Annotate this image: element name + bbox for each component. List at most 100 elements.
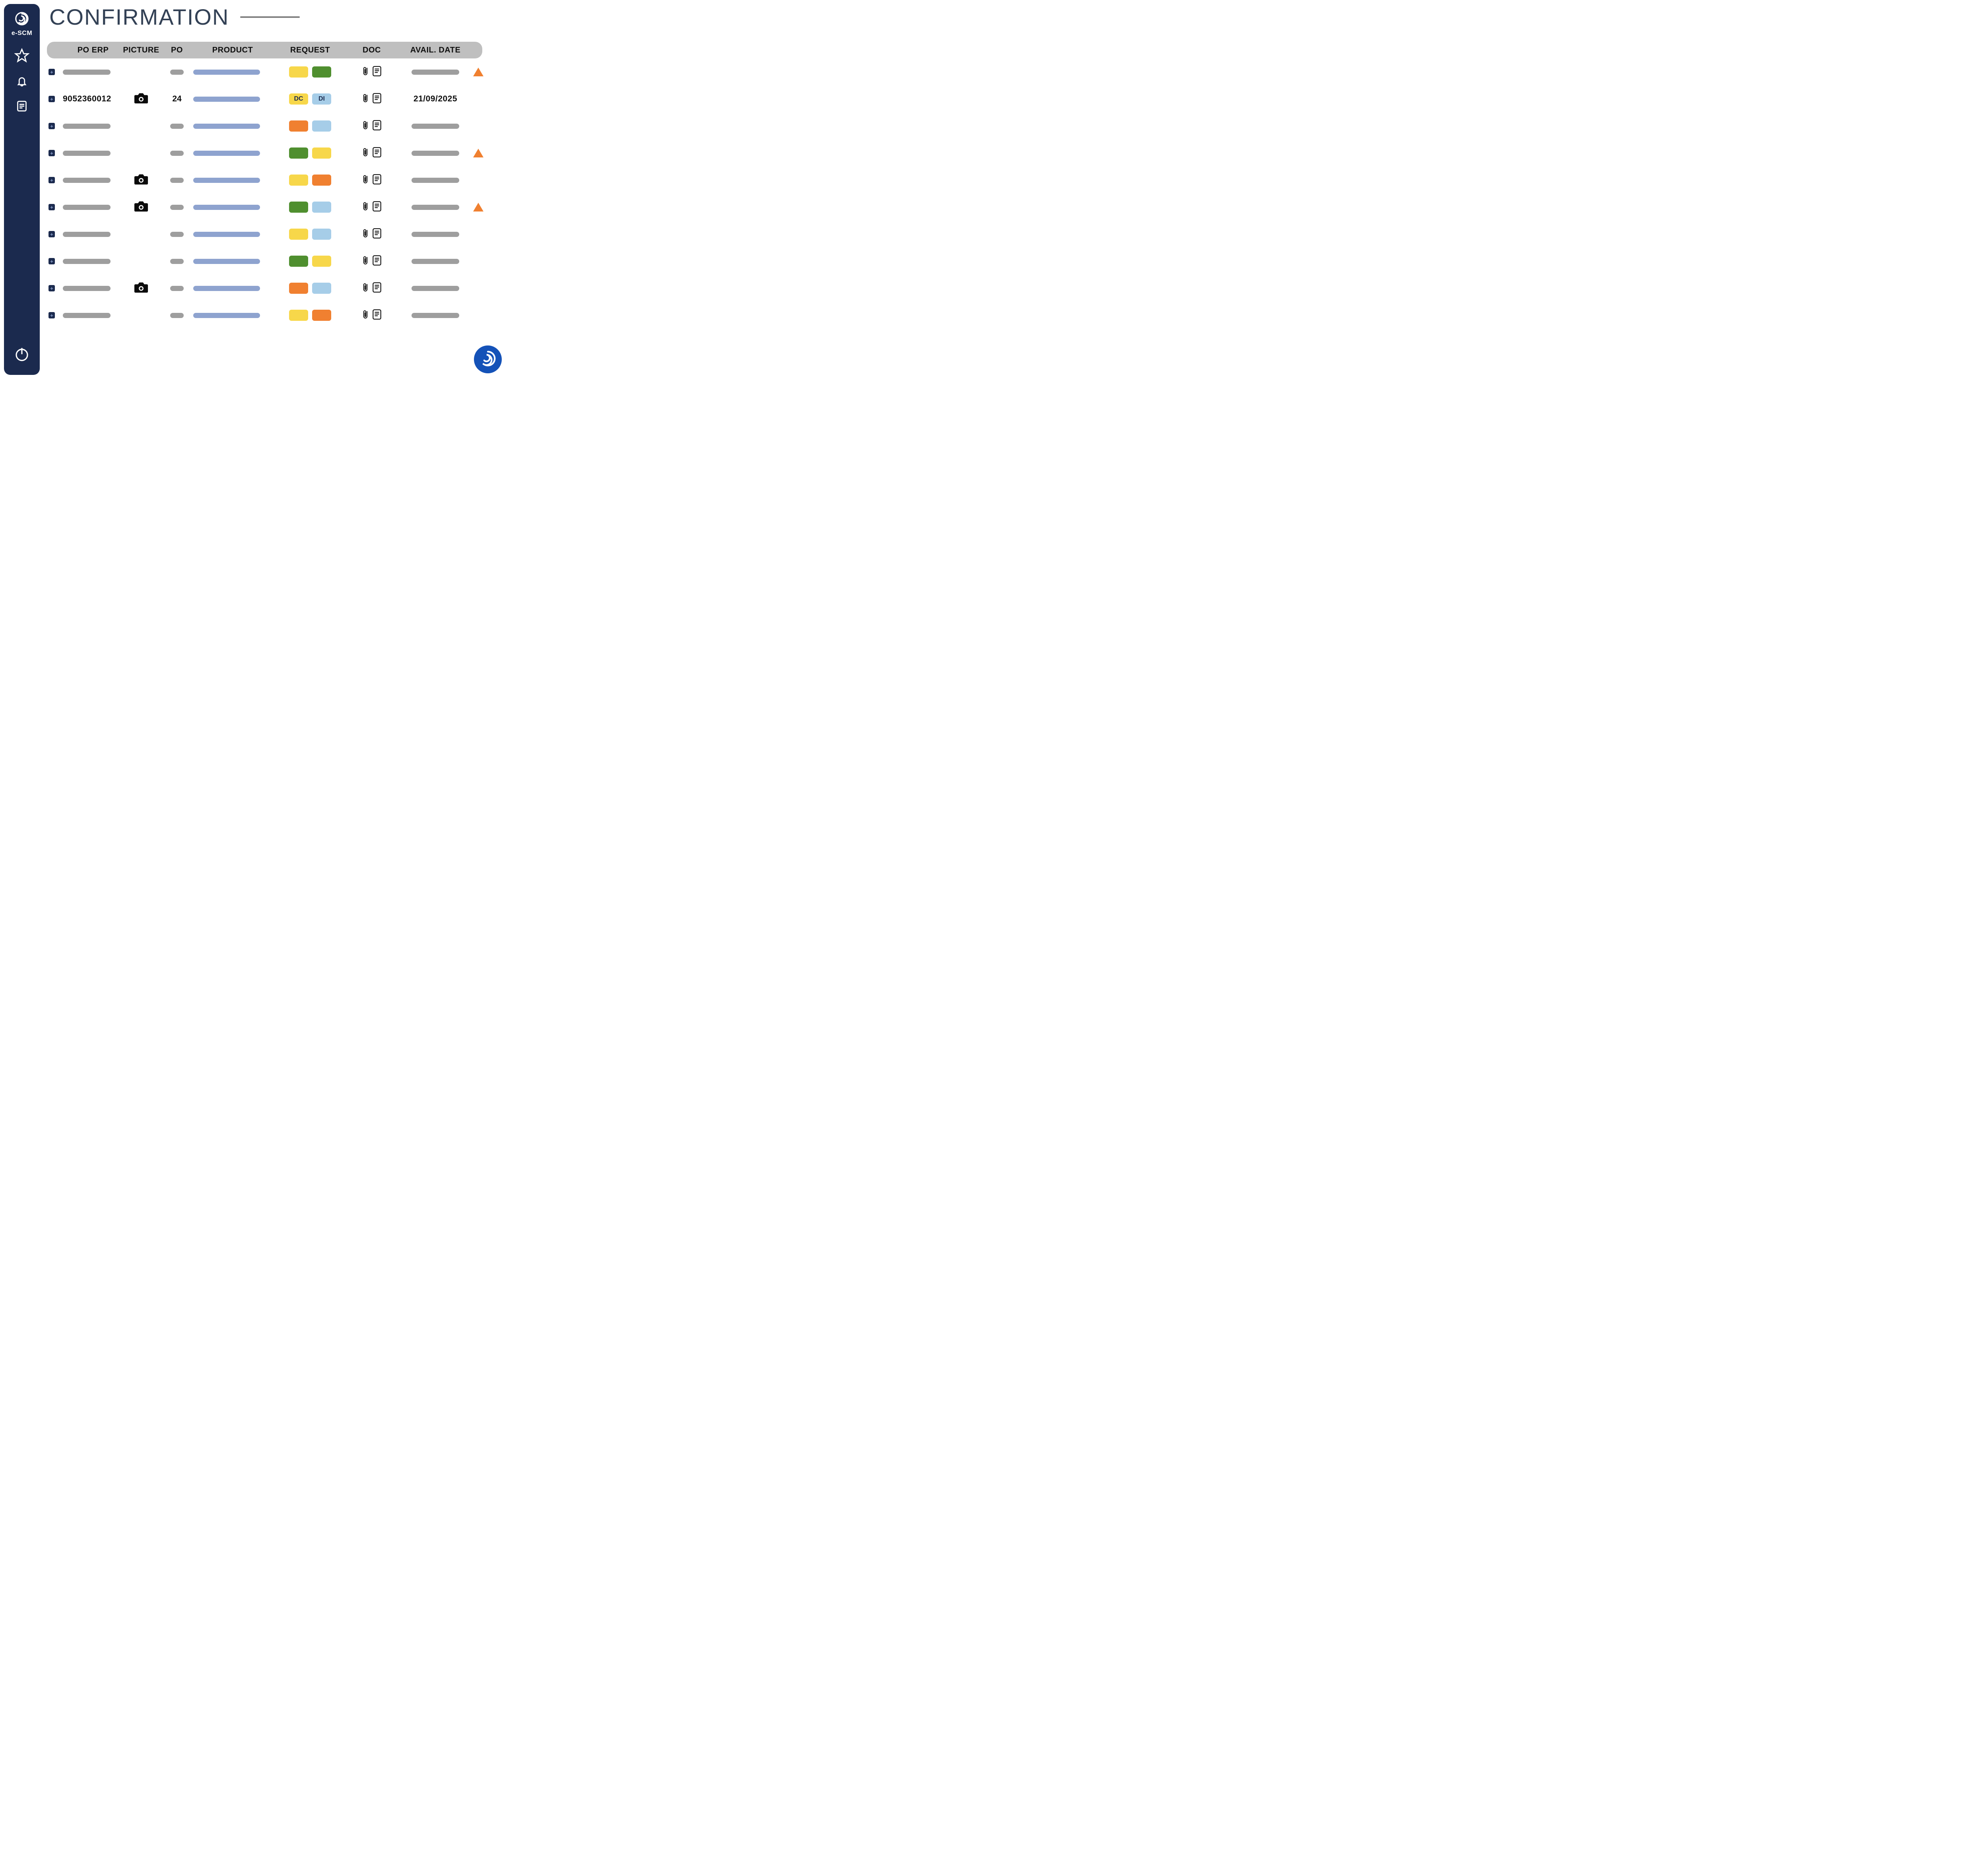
request-pill[interactable] [289,66,308,78]
brand-logo[interactable]: e-SCM [12,11,32,37]
product-placeholder [193,313,260,318]
product-placeholder [193,124,260,129]
request-pill[interactable] [289,147,308,159]
note-icon [372,282,382,295]
request-pill[interactable] [312,229,331,240]
po-value: 24 [172,94,181,104]
doc-cell[interactable] [346,66,398,79]
doc-cell[interactable] [346,282,398,295]
request-pill[interactable] [289,310,308,321]
request-pill[interactable]: DI [312,93,331,105]
camera-icon[interactable] [133,281,149,296]
paperclip-icon [361,255,369,268]
paperclip-icon [361,282,369,295]
note-icon [372,309,382,322]
camera-icon[interactable] [133,91,149,107]
camera-icon[interactable] [133,200,149,215]
bell-icon [15,74,29,90]
po-placeholder [170,205,184,210]
request-pill[interactable] [289,120,308,132]
expand-button[interactable] [49,69,55,75]
doc-cell[interactable] [346,147,398,160]
avail-date-placeholder [412,70,459,75]
note-icon [372,201,382,214]
paperclip-icon [361,93,369,106]
col-po: PO [163,46,191,55]
table-row [47,113,482,140]
po-placeholder [170,124,184,129]
confirmation-table: PO ERP PICTURE PO PRODUCT REQUEST DOC AV… [47,42,482,329]
expand-button[interactable] [49,258,55,264]
col-avail-date: AVAIL. DATE [398,46,473,55]
note-icon [372,93,382,106]
col-product: PRODUCT [191,46,274,55]
po-erp-placeholder [63,178,111,183]
request-pill[interactable]: DC [289,93,308,105]
table-row [47,167,482,194]
sidebar-nav [14,48,29,115]
product-placeholder [193,259,260,264]
star-icon [14,48,29,65]
camera-icon[interactable] [133,173,149,188]
alert-icon [473,149,483,157]
request-pill[interactable] [312,147,331,159]
doc-cell[interactable] [346,120,398,133]
request-pill[interactable] [312,66,331,78]
paperclip-icon [361,174,369,187]
table-row: 905236001224DCDI21/09/2025 [47,85,482,113]
expand-button[interactable] [49,285,55,291]
request-pill[interactable] [312,120,331,132]
alert-icon [473,203,483,211]
expand-button[interactable] [49,231,55,237]
note-icon [372,66,382,79]
doc-cell[interactable] [346,228,398,241]
expand-button[interactable] [49,177,55,183]
request-pill[interactable] [289,175,308,186]
avail-date-placeholder [412,286,459,291]
request-pill[interactable] [289,229,308,240]
expand-button[interactable] [49,96,55,102]
nav-favorites[interactable] [14,48,29,65]
spiral-icon [479,349,497,370]
request-pill[interactable] [312,283,331,294]
doc-cell[interactable] [346,201,398,214]
document-icon [15,99,29,115]
expand-button[interactable] [49,204,55,210]
doc-cell[interactable] [346,93,398,106]
note-icon [372,147,382,160]
help-badge[interactable] [474,345,502,373]
request-pill[interactable] [312,202,331,213]
table-row [47,194,482,221]
expand-button[interactable] [49,150,55,156]
product-placeholder [193,286,260,291]
doc-cell[interactable] [346,309,398,322]
paperclip-icon [361,309,369,322]
paperclip-icon [361,228,369,241]
request-pill[interactable] [312,310,331,321]
request-pill[interactable] [289,283,308,294]
paperclip-icon [361,66,369,79]
table-row [47,302,482,329]
po-placeholder [170,286,184,291]
request-pill[interactable] [312,175,331,186]
product-placeholder [193,178,260,183]
nav-notifications[interactable] [15,74,29,90]
expand-button[interactable] [49,312,55,318]
request-pill[interactable] [289,202,308,213]
avail-date-placeholder [412,232,459,237]
nav-documents[interactable] [15,99,29,115]
doc-cell[interactable] [346,255,398,268]
po-erp-placeholder [63,259,111,264]
page-header: CONFIRMATION [49,4,501,30]
request-pill[interactable] [289,256,308,267]
request-pill[interactable] [312,256,331,267]
logout-button[interactable] [14,346,30,365]
doc-cell[interactable] [346,174,398,187]
avail-date-placeholder [412,205,459,210]
table-body: 905236001224DCDI21/09/2025 [47,58,482,329]
col-doc: DOC [346,46,398,55]
sidebar: e-SCM [4,4,40,375]
note-icon [372,174,382,187]
expand-button[interactable] [49,123,55,129]
avail-date-placeholder [412,151,459,156]
